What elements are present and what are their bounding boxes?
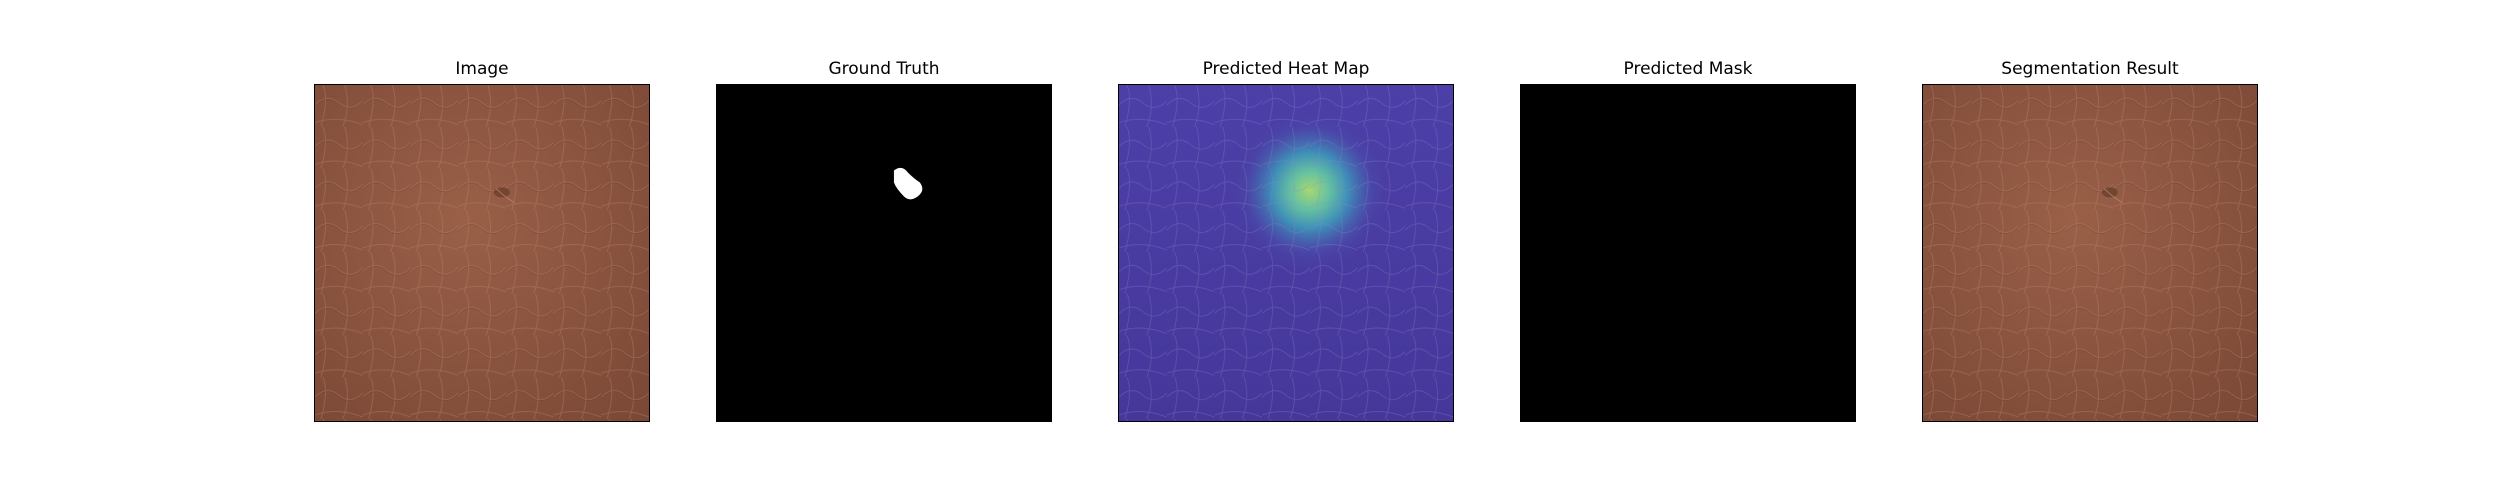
panel-title-ground-truth: Ground Truth	[828, 59, 940, 79]
heatmap-panel: Predicted Heat Map	[1118, 59, 1454, 422]
panel-title-predicted-mask: Predicted Mask	[1623, 59, 1753, 79]
panel-title-heatmap: Predicted Heat Map	[1202, 59, 1370, 79]
heatmap-image	[1118, 84, 1454, 422]
ground-truth-panel: Ground Truth	[716, 59, 1052, 422]
segmentation-image	[1922, 84, 2258, 422]
predicted-mask-panel: Predicted Mask	[1520, 59, 1856, 422]
ground-truth-mask	[716, 84, 1052, 422]
panel-title-image: Image	[455, 59, 509, 79]
panel-title-segmentation: Segmentation Result	[2001, 59, 2179, 79]
image-panel: Image	[314, 59, 650, 422]
leather-image	[314, 84, 650, 422]
predicted-mask-image	[1520, 84, 1856, 422]
segmentation-panel: Segmentation Result	[1922, 59, 2258, 422]
